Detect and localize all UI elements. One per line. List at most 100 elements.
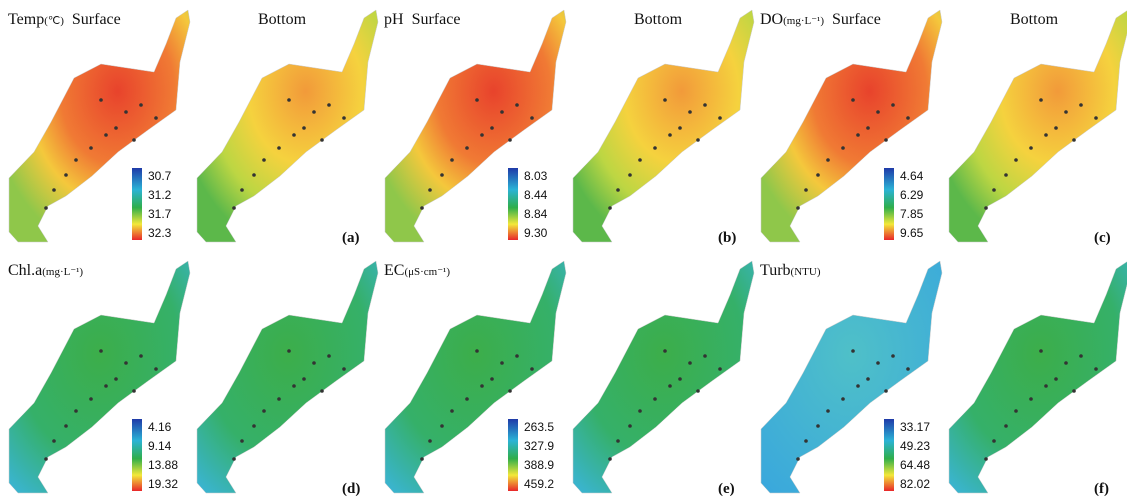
station [984, 457, 988, 461]
map [572, 9, 755, 243]
panel-letter: (b) [718, 230, 736, 246]
station [154, 367, 158, 371]
station [515, 103, 519, 107]
station [1072, 389, 1076, 393]
station [841, 146, 845, 150]
color-bar [508, 419, 518, 491]
station [530, 367, 534, 371]
map [384, 9, 567, 243]
station [1014, 158, 1018, 162]
station [508, 389, 512, 393]
panel-title: Temp(℃) Surface [8, 11, 121, 28]
station [678, 377, 682, 381]
station [856, 133, 860, 137]
station [327, 354, 331, 358]
station [1072, 138, 1076, 142]
station [1094, 367, 1098, 371]
station [851, 349, 855, 353]
legend-label: 9.30 [524, 226, 548, 240]
bottom-label: Bottom [634, 11, 683, 28]
station [663, 98, 667, 102]
panel: EC(μS·cm⁻¹) 263.5 327.9 388.9 459.2 (e) [384, 260, 755, 497]
station [718, 116, 722, 120]
station [608, 457, 612, 461]
map [760, 260, 943, 494]
station [490, 126, 494, 130]
station [480, 133, 484, 137]
station [638, 158, 642, 162]
legend-label: 33.17 [900, 420, 930, 434]
station [450, 158, 454, 162]
station [465, 397, 469, 401]
station [232, 457, 236, 461]
station [104, 133, 108, 137]
station [480, 384, 484, 388]
legend-label: 31.2 [148, 188, 172, 202]
unit: (NTU) [791, 266, 821, 278]
variable: Chl.a [8, 262, 42, 279]
station [816, 173, 820, 177]
station [52, 439, 56, 443]
station [515, 354, 519, 358]
station [114, 377, 118, 381]
panel-letter: (f) [1094, 481, 1109, 497]
map [196, 9, 379, 243]
map [760, 9, 943, 243]
station [74, 158, 78, 162]
station [277, 397, 281, 401]
station [232, 206, 236, 210]
legend-label: 49.23 [900, 439, 930, 453]
legend-label: 82.02 [900, 477, 930, 491]
station [139, 354, 143, 358]
station [312, 361, 316, 365]
station [428, 188, 432, 192]
station [804, 439, 808, 443]
station [420, 206, 424, 210]
station [64, 424, 68, 428]
station [638, 409, 642, 413]
panel-letter: (a) [342, 230, 360, 246]
station [1054, 377, 1058, 381]
surface-label: Surface [72, 11, 121, 28]
station [653, 146, 657, 150]
map [8, 260, 191, 494]
surface-label: Surface [832, 11, 881, 28]
station [1039, 98, 1043, 102]
station [1079, 103, 1083, 107]
station [906, 367, 910, 371]
station [866, 126, 870, 130]
station [1004, 173, 1008, 177]
station [240, 188, 244, 192]
station [89, 146, 93, 150]
station [287, 349, 291, 353]
panel-title: Chl.a(mg·L⁻¹) [8, 262, 83, 279]
legend-label: 327.9 [524, 439, 554, 453]
station [876, 110, 880, 114]
station [124, 110, 128, 114]
bottom-label: Bottom [1010, 11, 1059, 28]
station [252, 173, 256, 177]
legend-label: 30.7 [148, 169, 172, 183]
map [948, 261, 1127, 494]
station [74, 409, 78, 413]
bottom-label: Bottom [258, 11, 307, 28]
station [99, 98, 103, 102]
station [906, 116, 910, 120]
station [342, 116, 346, 120]
station [240, 439, 244, 443]
station [1029, 146, 1033, 150]
legend-label: 263.5 [524, 420, 554, 434]
station [796, 457, 800, 461]
station [327, 103, 331, 107]
station [252, 424, 256, 428]
station [124, 361, 128, 365]
station [292, 133, 296, 137]
station [826, 409, 830, 413]
station [1044, 133, 1048, 137]
station [52, 188, 56, 192]
station [465, 146, 469, 150]
station [992, 188, 996, 192]
station [891, 103, 895, 107]
station [302, 377, 306, 381]
station [796, 206, 800, 210]
